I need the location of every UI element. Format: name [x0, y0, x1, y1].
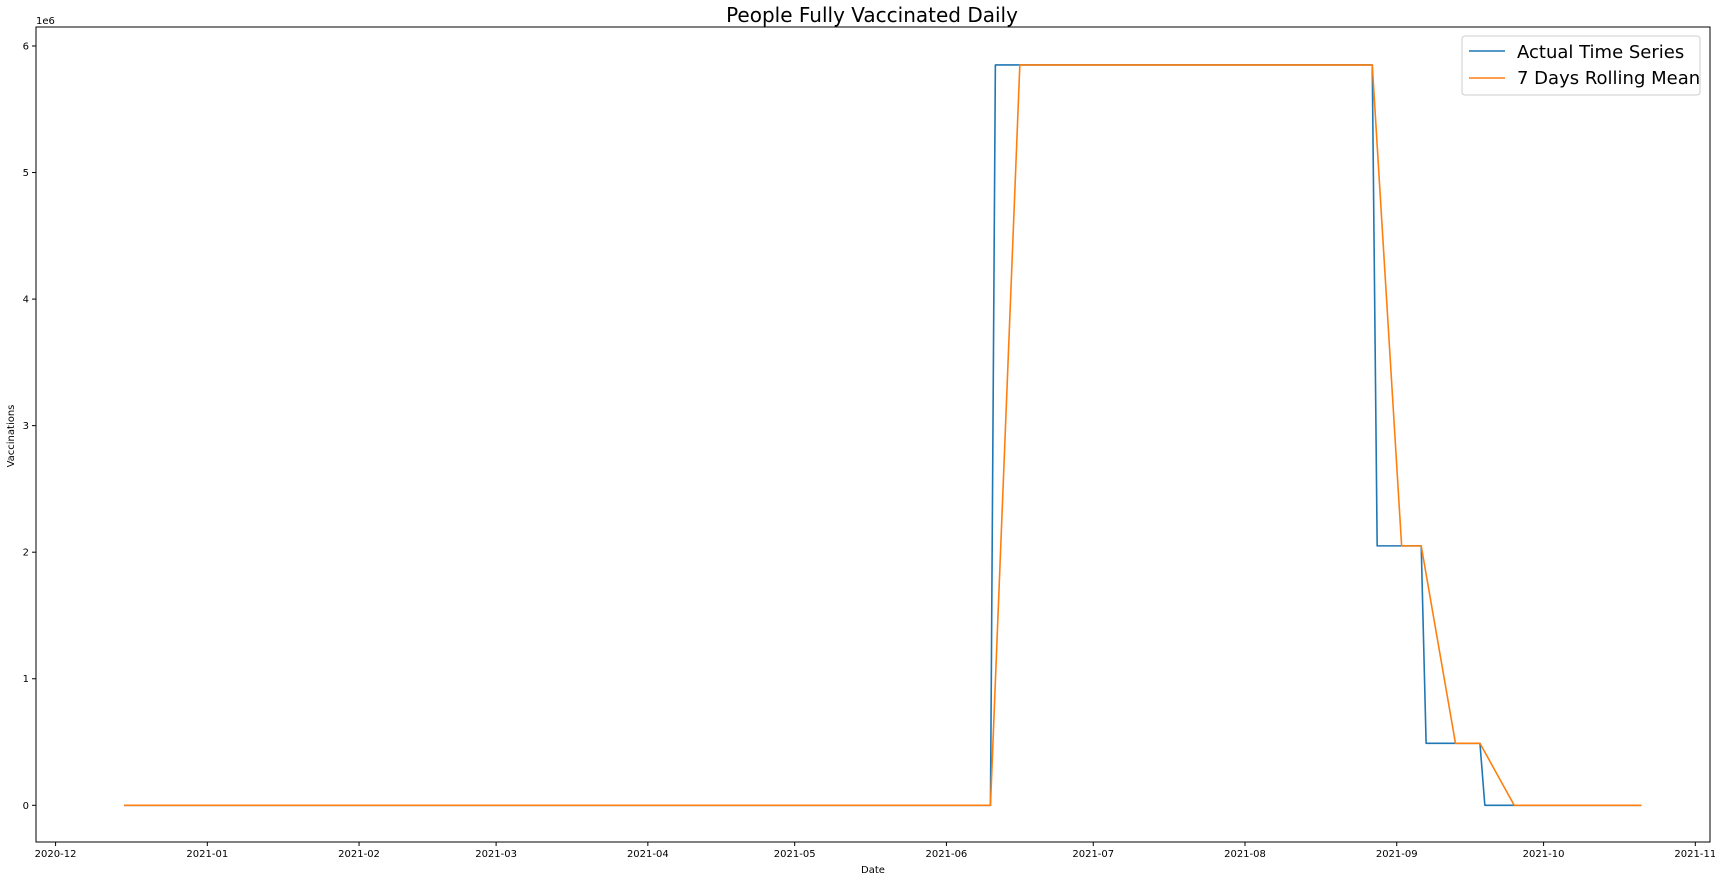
x-tick-label: 2021-03 [475, 849, 517, 860]
series-layer [124, 64, 1642, 807]
y-tick-label: 6 [23, 41, 29, 52]
x-tick-label: 2021-11 [1674, 849, 1715, 860]
x-axis-label: Date [861, 865, 885, 876]
x-tick-label: 2021-04 [627, 849, 669, 860]
y-axis-label: Vaccinations [6, 405, 17, 468]
y-tick-label: 5 [23, 168, 29, 179]
x-tick-label: 2020-12 [35, 849, 77, 860]
axis-ticks: 2020-12 2021-01 2021-02 2021-03 2021-04 2021-… [23, 41, 1715, 860]
legend: Actual Time Series 7 Days Rolling Mean [1461, 35, 1701, 96]
y-tick-label: 2 [23, 548, 29, 559]
y-axis-offset-label: 1e6 [36, 16, 55, 27]
plot-area-frame [35, 26, 1711, 843]
y-tick-label: 3 [23, 421, 29, 432]
chart-title: People Fully Vaccinated Daily [726, 3, 1018, 27]
y-tick-label: 4 [23, 295, 29, 306]
legend-label-rolling: 7 Days Rolling Mean [1517, 68, 1700, 89]
x-tick-label: 2021-02 [338, 849, 380, 860]
legend-box [1461, 35, 1701, 96]
legend-label-actual: Actual Time Series [1517, 42, 1684, 63]
y-tick-label: 1 [23, 674, 29, 685]
x-tick-label: 2021-05 [774, 849, 816, 860]
x-tick-label: 2021-07 [1072, 849, 1114, 860]
series-line-1 [124, 64, 1642, 807]
x-tick-label: 2021-10 [1523, 849, 1565, 860]
y-tick-label: 0 [23, 801, 29, 812]
series-line-0 [124, 64, 1642, 807]
x-tick-label: 2021-06 [926, 849, 968, 860]
x-tick-label: 2021-01 [186, 849, 228, 860]
x-tick-label: 2021-08 [1224, 849, 1266, 860]
x-tick-label: 2021-09 [1376, 849, 1418, 860]
